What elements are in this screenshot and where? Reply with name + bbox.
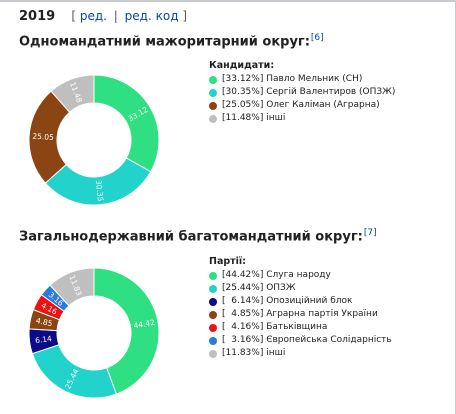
- legend-label: [44.42%] Слуга народу: [222, 270, 331, 280]
- legend-title: Партії:: [209, 256, 246, 267]
- legend-label: [30.35%] Сергій Валентиров (ОПЗЖ): [222, 87, 396, 97]
- edit-code-link[interactable]: ред. код: [124, 9, 179, 23]
- legend-label: [11.83%] інші: [222, 348, 286, 358]
- legend-item: [ 3.16%] Європейська Солідарність: [209, 334, 392, 347]
- legend-item: [25.05%] Олег Каліман (Аграрна): [209, 99, 395, 112]
- edit-bracket-close: ]: [182, 9, 187, 23]
- legend-label: [25.44%] ОПЗЖ: [222, 283, 296, 293]
- chart1-slice-label-3: 4.85: [35, 316, 53, 328]
- legend-title: Кандидати:: [209, 60, 275, 71]
- chart1-slice-label-0: 44.42: [133, 318, 156, 331]
- multi-mandate-heading: Загальнодержавний багатомандатний округ:…: [19, 228, 377, 244]
- legend-swatch: [209, 271, 217, 280]
- chart0-slice-label-1: 30.35: [94, 180, 105, 203]
- chart0-slice-label-2: 25.05: [32, 132, 54, 142]
- legend-item: [30.35%] Сергій Валентиров (ОПЗЖ): [209, 86, 395, 99]
- legend-swatch: [209, 114, 217, 123]
- candidates-legend: Кандидати: [33.12%] Павло Мельник (СН) [30…: [209, 59, 395, 125]
- edit-link[interactable]: ред.: [79, 9, 107, 23]
- section-header: 2019 [ ред. | ред. код ]: [19, 9, 187, 24]
- legend-label: [ 4.85%] Аграрна партія України: [222, 309, 378, 319]
- legend-swatch: [209, 349, 217, 358]
- parties-legend: Партії: [44.42%] Слуга народу [25.44%] ОПЗ…: [209, 255, 392, 360]
- chart0-slice-0: [93, 74, 160, 173]
- legend-swatch: [209, 284, 217, 293]
- legend-swatch: [209, 75, 217, 84]
- legend-item: [ 4.85%] Аграрна партія України: [209, 308, 392, 321]
- chart1-slice-0: [93, 267, 160, 395]
- legend-swatch: [209, 101, 217, 110]
- legend-label: [ 6.14%] Опозиційний блок: [222, 296, 353, 306]
- edit-bracket-open: [: [71, 9, 77, 23]
- legend-label: [25.05%] Олег Каліман (Аграрна): [222, 100, 380, 110]
- legend-item: [11.83%] інші: [209, 347, 392, 360]
- legend-item: [ 4.16%] Батьківщина: [209, 321, 392, 334]
- legend-item: [33.12%] Павло Мельник (СН): [209, 73, 395, 86]
- edit-separator: |: [113, 9, 118, 23]
- multi-mandate-title: Загальнодержавний багатомандатний округ:: [19, 229, 363, 245]
- reference-link-7[interactable]: [7]: [363, 228, 377, 238]
- reference-link-6[interactable]: [6]: [310, 33, 324, 43]
- chart0-slice-1: [44, 157, 152, 206]
- year-heading: 2019: [19, 9, 56, 24]
- chart1-slice-6: [49, 267, 95, 307]
- legend-swatch: [209, 310, 217, 319]
- legend-swatch: [209, 88, 217, 97]
- single-mandate-heading: Одномандатний мажоритарний округ:[6]: [19, 33, 324, 49]
- chart0-slice-3: [50, 74, 95, 113]
- legend-item: [44.42%] Слуга народу: [209, 269, 392, 282]
- legend-label: [33.12%] Павло Мельник (СН): [222, 74, 363, 84]
- legend-swatch: [209, 336, 217, 345]
- legend-swatch: [209, 323, 217, 332]
- chart1-slice-label-2: 6.14: [35, 334, 53, 345]
- legend-label: [11.48%] інші: [222, 113, 286, 123]
- legend-swatch: [209, 297, 217, 306]
- legend-item: [11.48%] інші: [209, 112, 395, 125]
- legend-item: [25.44%] ОПЗЖ: [209, 282, 392, 295]
- top-border: [0, 0, 456, 2]
- legend-label: [ 3.16%] Європейська Солідарність: [222, 335, 392, 345]
- edit-links: [ ред. | ред. код ]: [71, 9, 187, 23]
- single-mandate-title: Одномандатний мажоритарний округ:: [19, 34, 310, 50]
- legend-label: [ 4.16%] Батьківщина: [222, 322, 328, 332]
- legend-item: [ 6.14%] Опозиційний блок: [209, 295, 392, 308]
